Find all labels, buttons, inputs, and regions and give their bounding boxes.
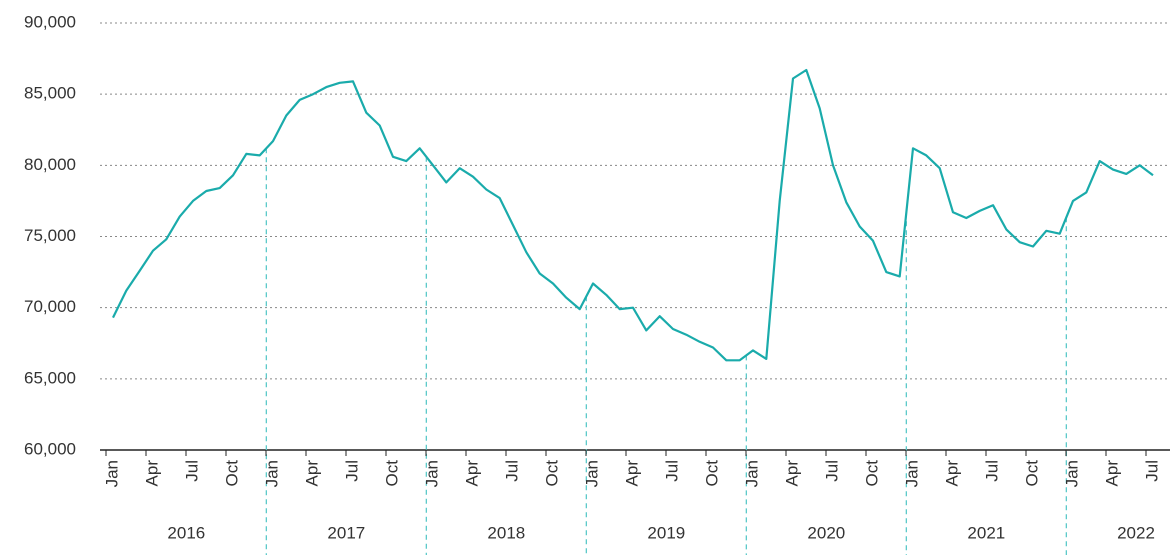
year-label: 2017 (327, 523, 365, 542)
x-tick-label: Oct (1022, 460, 1041, 487)
y-tick-label: 60,000 (24, 439, 76, 458)
x-tick-label: Jan (262, 460, 281, 487)
x-tick-label: Apr (622, 460, 641, 487)
year-label: 2018 (487, 523, 525, 542)
x-tick-label: Apr (1102, 460, 1121, 487)
y-tick-label: 85,000 (24, 84, 76, 103)
x-tick-label: Apr (142, 460, 161, 487)
x-tick-label: Oct (702, 460, 721, 487)
x-tick-label: Jan (102, 460, 121, 487)
x-tick-label: Jan (422, 460, 441, 487)
y-tick-label: 80,000 (24, 155, 76, 174)
x-tick-label: Jul (662, 460, 681, 482)
y-tick-label: 65,000 (24, 368, 76, 387)
year-label: 2020 (807, 523, 845, 542)
x-tick-label: Oct (542, 460, 561, 487)
x-tick-label: Jul (1142, 460, 1161, 482)
x-tick-label: Jan (742, 460, 761, 487)
x-tick-label: Jul (822, 460, 841, 482)
x-tick-label: Apr (942, 460, 961, 487)
x-tick-label: Jan (902, 460, 921, 487)
x-tick-label: Jul (182, 460, 201, 482)
x-tick-label: Jul (982, 460, 1001, 482)
x-tick-label: Jul (342, 460, 361, 482)
line-series (112, 68, 1154, 362)
y-tick-label: 70,000 (24, 297, 76, 316)
y-tick-label: 75,000 (24, 226, 76, 245)
x-tick-label: Jan (582, 460, 601, 487)
y-tick-label: 90,000 (24, 12, 76, 31)
x-tick-label: Jul (502, 460, 521, 482)
x-tick-label: Oct (222, 460, 241, 487)
x-tick-label: Jan (1062, 460, 1081, 487)
year-label: 2016 (167, 523, 205, 542)
year-label: 2022 (1117, 523, 1155, 542)
year-label: 2021 (967, 523, 1005, 542)
year-label: 2019 (647, 523, 685, 542)
x-tick-label: Apr (782, 460, 801, 487)
x-tick-label: Oct (862, 460, 881, 487)
x-tick-label: Oct (382, 460, 401, 487)
x-tick-label: Apr (462, 460, 481, 487)
x-tick-label: Apr (302, 460, 321, 487)
